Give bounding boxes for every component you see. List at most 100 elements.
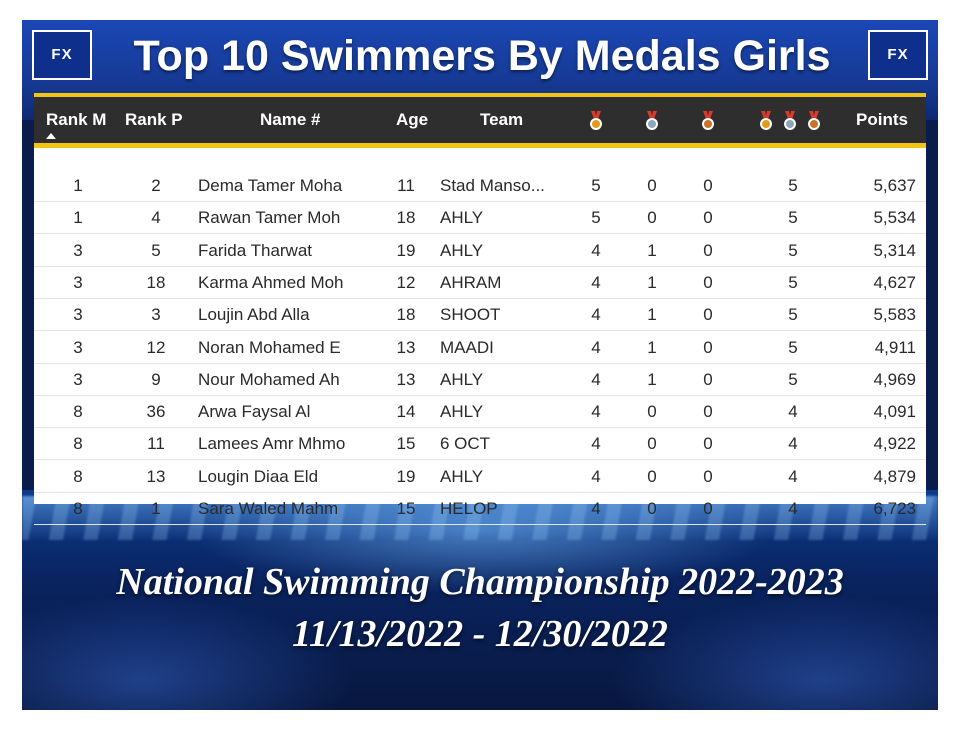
sort-ascending-icon xyxy=(46,133,56,139)
age-cell: 12 xyxy=(396,272,416,292)
rank-p-cell: 11 xyxy=(147,434,165,454)
silver-count-cell: 0 xyxy=(647,466,657,486)
name-cell: Arwa Faysal Al xyxy=(198,402,311,422)
header-accent-bar xyxy=(34,143,926,148)
points-cell: 5,314 xyxy=(873,240,916,260)
all-medals-silver-icon[interactable] xyxy=(782,111,798,131)
rank-p-cell: 13 xyxy=(146,466,166,486)
silver-count-cell: 0 xyxy=(647,208,657,228)
name-cell: Loujin Abd Alla xyxy=(198,305,310,325)
rank-m-cell: 3 xyxy=(73,272,83,292)
table-row[interactable]: 8 11 Lamees Amr Mhmo 15 6 OCT 4 0 0 4 4,922 xyxy=(34,428,926,461)
points-cell: 4,091 xyxy=(873,402,916,422)
table-row[interactable]: 3 9 Nour Mohamed Ah 13 AHLY 4 1 0 5 4,969 xyxy=(34,364,926,396)
rank-p-cell: 4 xyxy=(151,208,161,228)
bronze-count-cell: 0 xyxy=(703,499,713,518)
rank-m-cell: 8 xyxy=(73,402,83,422)
event-title: National Swimming Championship 2022-2023 xyxy=(116,561,844,603)
fx-logo-right: FX xyxy=(868,30,928,80)
gold-count-cell: 4 xyxy=(591,369,601,389)
poster: FX Top 10 Swimmers By Medals Girls FX Ra… xyxy=(22,20,938,710)
silver-count-cell: 0 xyxy=(647,402,657,422)
column-header-points[interactable]: Points xyxy=(856,110,908,129)
rank-m-cell: 1 xyxy=(73,208,83,228)
points-cell: 4,627 xyxy=(873,272,916,292)
bronze-count-cell: 0 xyxy=(703,402,713,422)
table-row[interactable]: 3 5 Farida Tharwat 19 AHLY 4 1 0 5 5,314 xyxy=(34,235,926,267)
column-header-age[interactable]: Age xyxy=(396,110,429,129)
column-header-rank-m[interactable]: Rank M xyxy=(46,110,107,129)
age-cell: 14 xyxy=(396,402,416,422)
bronze-count-cell: 0 xyxy=(703,272,713,292)
gold-count-cell: 4 xyxy=(591,434,601,454)
silver-count-cell: 0 xyxy=(647,176,657,195)
bronze-count-cell: 0 xyxy=(703,466,713,486)
rank-p-cell: 1 xyxy=(151,499,161,518)
rank-m-cell: 8 xyxy=(73,466,83,486)
team-cell: AHLY xyxy=(440,402,484,422)
bronze-count-cell: 0 xyxy=(703,369,713,389)
points-cell: 6,723 xyxy=(873,499,916,518)
table-row[interactable]: 3 3 Loujin Abd Alla 18 SHOOT 4 1 0 5 5,583 xyxy=(34,299,926,332)
bronze-count-cell: 0 xyxy=(703,208,713,228)
total-medals-cell: 4 xyxy=(788,402,798,422)
column-header-rank-p[interactable]: Rank P xyxy=(125,110,183,129)
table-row[interactable]: 1 4 Rawan Tamer Moh 18 AHLY 5 0 0 5 5,534 xyxy=(34,202,926,235)
team-cell: 6 OCT xyxy=(440,434,491,454)
name-cell: Rawan Tamer Moh xyxy=(198,208,341,228)
silver-count-cell: 0 xyxy=(647,499,657,518)
name-cell: Lamees Amr Mhmo xyxy=(198,434,346,454)
total-medals-cell: 4 xyxy=(788,434,798,454)
team-cell: AHLY xyxy=(440,240,484,260)
all-medals-gold-icon[interactable] xyxy=(758,111,774,131)
fx-logo-left: FX xyxy=(32,30,92,80)
gold-count-cell: 5 xyxy=(591,176,601,195)
table-row[interactable]: 8 13 Lougin Diaa Eld 19 AHLY 4 0 0 4 4,879 xyxy=(34,461,926,493)
rank-p-cell: 18 xyxy=(146,272,166,292)
column-header-name[interactable]: Name # xyxy=(260,110,321,129)
table-row[interactable]: 8 36 Arwa Faysal Al 14 AHLY 4 0 0 4 4,091 xyxy=(34,396,926,429)
points-cell: 5,583 xyxy=(873,305,916,325)
bronze-count-cell: 0 xyxy=(703,176,713,195)
points-cell: 4,922 xyxy=(873,434,916,454)
table-row[interactable]: 3 18 Karma Ahmed Moh 12 AHRAM 4 1 0 5 4,627 xyxy=(34,267,926,299)
team-cell: AHLY xyxy=(440,208,484,228)
rank-m-cell: 3 xyxy=(73,240,83,260)
gold-count-cell: 4 xyxy=(591,466,601,486)
table-row[interactable]: 1 2 Dema Tamer Moha 11 Stad Manso... 5 0 0 5 5,63… xyxy=(34,170,926,202)
bronze-medal-icon[interactable] xyxy=(700,111,716,131)
points-cell: 5,534 xyxy=(873,208,916,228)
team-cell: SHOOT xyxy=(440,305,501,325)
age-cell: 19 xyxy=(396,240,416,260)
rank-m-cell: 3 xyxy=(73,305,83,325)
silver-medal-icon[interactable] xyxy=(644,111,660,131)
team-cell: MAADI xyxy=(440,337,494,357)
name-cell: Dema Tamer Moha xyxy=(198,176,343,195)
gold-count-cell: 4 xyxy=(591,337,601,357)
table-row[interactable]: 8 1 Sara Waled Mahm 15 HELOP 4 0 0 4 6,723 xyxy=(34,493,926,525)
age-cell: 15 xyxy=(396,434,416,454)
rank-p-cell: 9 xyxy=(151,369,161,389)
bronze-count-cell: 0 xyxy=(703,434,713,454)
rank-m-cell: 1 xyxy=(73,176,83,195)
gold-count-cell: 4 xyxy=(591,272,601,292)
table-row[interactable]: 3 12 Noran Mohamed E 13 MAADI 4 1 0 5 4,911 xyxy=(34,332,926,364)
silver-count-cell: 1 xyxy=(647,337,657,357)
name-cell: Nour Mohamed Ah xyxy=(198,369,340,389)
page-title: Top 10 Swimmers By Medals Girls xyxy=(133,32,831,80)
gold-medal-icon[interactable] xyxy=(588,111,604,131)
rank-p-cell: 12 xyxy=(146,337,166,357)
ranking-table: Rank M Rank P Name # Age Team xyxy=(34,93,926,525)
silver-count-cell: 1 xyxy=(647,272,657,292)
column-header-team[interactable]: Team xyxy=(480,110,524,129)
silver-count-cell: 1 xyxy=(647,240,657,260)
rank-m-cell: 8 xyxy=(73,499,83,518)
team-cell: AHLY xyxy=(440,466,484,486)
total-medals-cell: 5 xyxy=(788,208,798,228)
gold-count-cell: 4 xyxy=(591,499,601,518)
gold-count-cell: 4 xyxy=(591,240,601,260)
age-cell: 11 xyxy=(397,176,415,195)
team-cell: HELOP xyxy=(440,499,498,518)
total-medals-cell: 4 xyxy=(788,466,798,486)
all-medals-bronze-icon[interactable] xyxy=(806,111,822,131)
